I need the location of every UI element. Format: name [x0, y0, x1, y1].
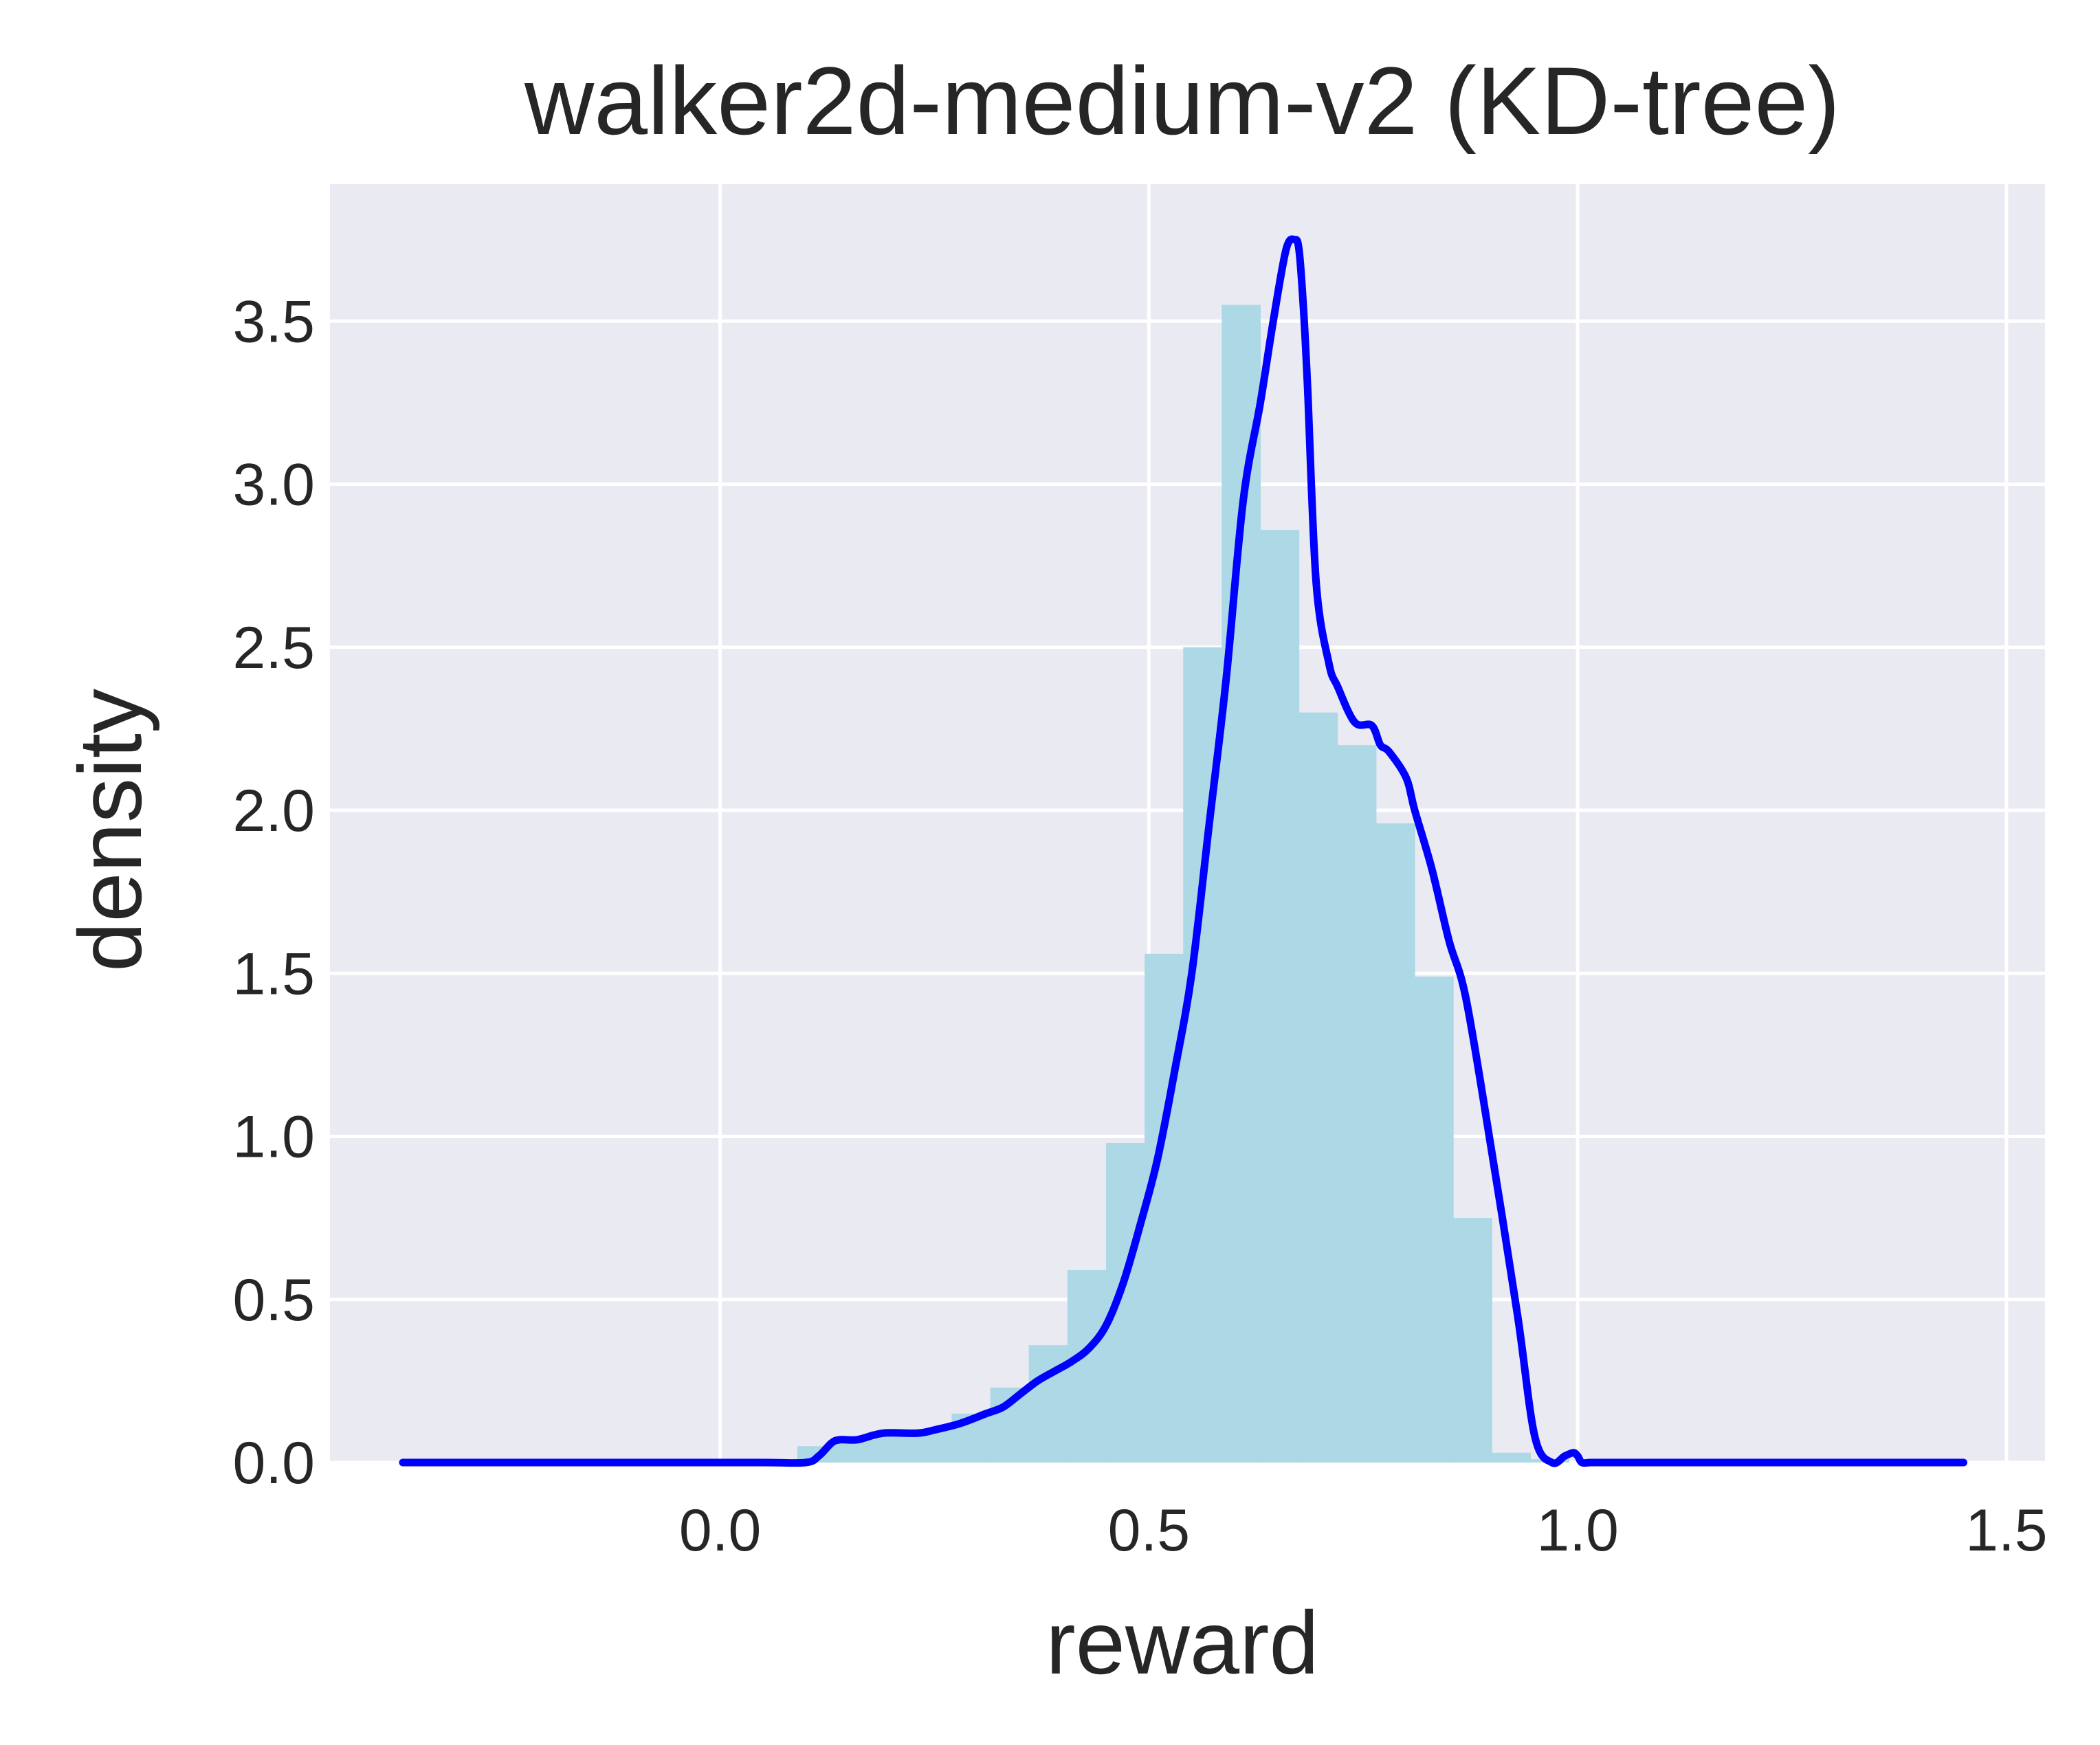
histogram-bar — [1105, 1143, 1145, 1463]
x-axis-label: reward — [1046, 1592, 1318, 1693]
histogram-bar — [1492, 1452, 1531, 1463]
histogram-bars — [797, 304, 1570, 1463]
chart-title: walker2d-medium-v2 (KD-tree) — [524, 47, 1840, 155]
x-tick-label-3: 1.5 — [1965, 1498, 2048, 1564]
histogram-bar — [1453, 1218, 1492, 1463]
histogram-bar — [1375, 823, 1415, 1463]
x-tick-label-2: 1.0 — [1536, 1498, 1619, 1564]
histogram-bar — [874, 1436, 914, 1463]
y-tick-label-4: 2.0 — [232, 778, 315, 844]
y-tick-label-3: 1.5 — [232, 941, 315, 1007]
x-tick-labels: 0.0 0.5 1.0 1.5 — [679, 1498, 2048, 1564]
y-tick-label-0: 0.0 — [232, 1430, 315, 1496]
x-tick-label-0: 0.0 — [679, 1498, 762, 1564]
y-tick-label-5: 2.5 — [232, 615, 315, 681]
histogram-bar — [1298, 712, 1338, 1463]
y-tick-label-1: 0.5 — [232, 1267, 315, 1333]
histogram-bar — [1415, 977, 1454, 1463]
histogram-bar — [1145, 953, 1184, 1463]
kde-curve — [399, 235, 1967, 1467]
histogram-bar — [1222, 304, 1261, 1463]
histogram-bar — [1337, 745, 1377, 1463]
histogram-bar — [1260, 529, 1300, 1463]
histogram-bar — [1067, 1270, 1107, 1463]
y-tick-label-2: 1.0 — [232, 1104, 315, 1170]
y-tick-label-6: 3.0 — [232, 452, 315, 518]
y-tick-labels: 0.0 0.5 1.0 1.5 2.0 2.5 3.0 3.5 — [232, 289, 315, 1496]
histogram-bar — [1028, 1345, 1068, 1463]
y-tick-label-7: 3.5 — [232, 289, 315, 355]
x-tick-label-1: 0.5 — [1108, 1498, 1191, 1564]
y-axis-label: density — [60, 689, 160, 972]
